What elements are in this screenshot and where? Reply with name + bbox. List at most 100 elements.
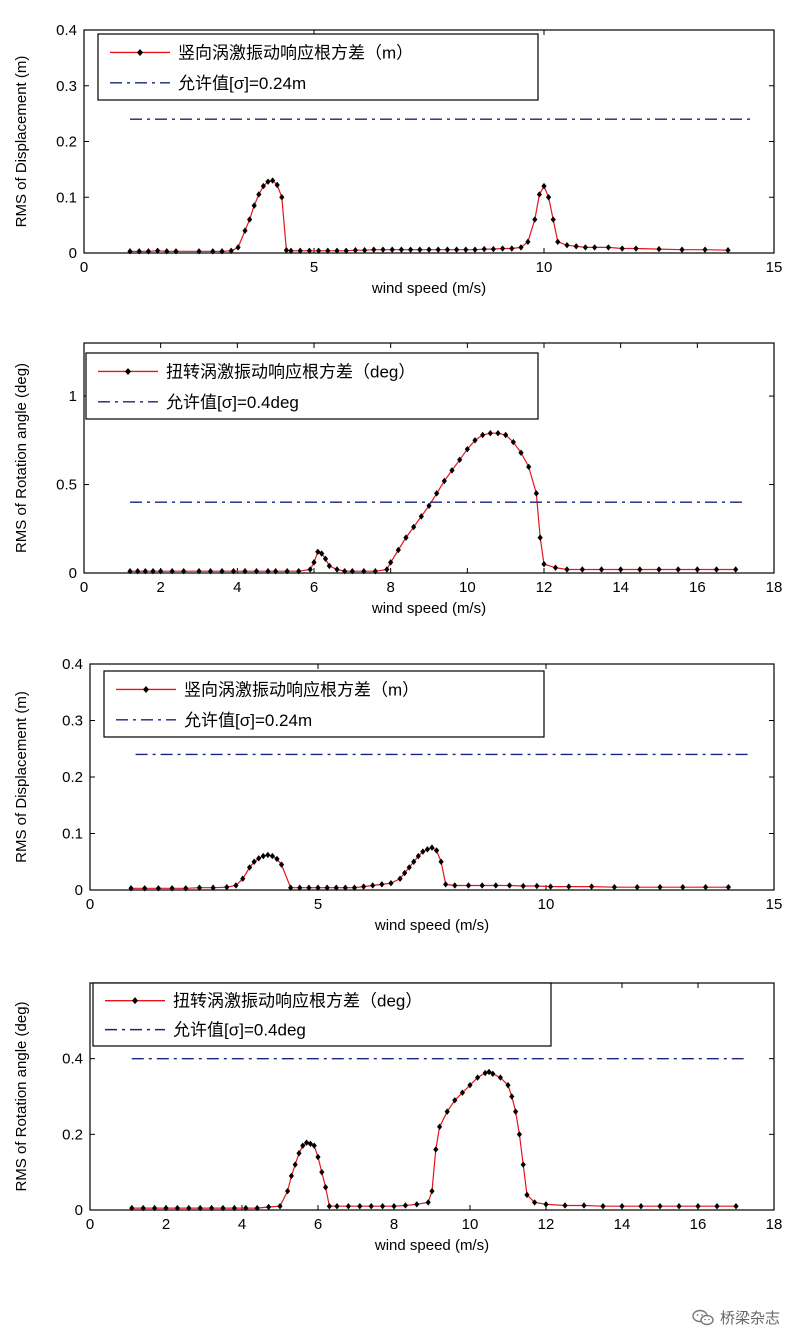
data-point bbox=[520, 882, 526, 890]
data-point bbox=[283, 247, 289, 254]
data-point bbox=[265, 178, 271, 185]
data-point bbox=[324, 884, 330, 891]
data-point bbox=[169, 885, 175, 892]
data-point bbox=[297, 884, 303, 891]
data-point bbox=[532, 216, 538, 223]
data-point bbox=[426, 246, 432, 253]
data-point bbox=[306, 247, 312, 254]
data-point bbox=[536, 191, 542, 198]
x-tick-label: 5 bbox=[314, 896, 322, 913]
data-point bbox=[219, 568, 225, 575]
x-tick-label: 16 bbox=[689, 579, 706, 596]
wechat-icon bbox=[692, 1309, 714, 1325]
data-point bbox=[694, 566, 700, 573]
data-point bbox=[493, 882, 499, 889]
y-axis-label: RMS of Displacement (m) bbox=[13, 56, 30, 228]
data-point bbox=[361, 568, 367, 575]
y-tick-label: 0 bbox=[69, 245, 77, 262]
data-point bbox=[260, 182, 266, 190]
data-point bbox=[342, 568, 348, 575]
data-point bbox=[411, 523, 417, 531]
data-point bbox=[714, 1203, 720, 1210]
data-point bbox=[510, 438, 516, 446]
data-point bbox=[605, 244, 611, 251]
legend-box bbox=[103, 670, 545, 738]
data-point bbox=[425, 1199, 431, 1206]
legend-box bbox=[97, 33, 539, 101]
data-point bbox=[564, 241, 570, 249]
data-point bbox=[457, 456, 463, 463]
x-axis-label: wind speed (m/s) bbox=[371, 280, 486, 297]
data-point bbox=[266, 1203, 272, 1211]
x-tick-label: 2 bbox=[156, 579, 164, 596]
x-axis-label: wind speed (m/s) bbox=[374, 1237, 489, 1254]
data-point bbox=[231, 1204, 237, 1212]
data-point bbox=[408, 246, 414, 253]
data-point bbox=[304, 1139, 310, 1146]
legend-entry: 允许值[σ]=0.4deg bbox=[173, 1021, 306, 1040]
x-tick-label: 10 bbox=[459, 579, 476, 596]
data-point bbox=[417, 246, 423, 253]
data-point bbox=[380, 246, 386, 253]
data-point bbox=[210, 884, 216, 891]
y-tick-label: 0.5 bbox=[56, 477, 77, 494]
data-point bbox=[127, 568, 133, 575]
data-point bbox=[633, 245, 639, 252]
data-point bbox=[142, 885, 148, 892]
data-point bbox=[552, 564, 559, 571]
data-point bbox=[634, 883, 640, 891]
data-point bbox=[196, 884, 203, 891]
data-point bbox=[174, 1204, 180, 1212]
data-point bbox=[429, 844, 435, 851]
data-point bbox=[481, 245, 487, 253]
data-point bbox=[380, 1203, 386, 1210]
data-point bbox=[342, 884, 348, 891]
data-point bbox=[424, 846, 431, 853]
data-point bbox=[210, 248, 216, 255]
data-point bbox=[398, 246, 404, 253]
data-point bbox=[254, 1204, 260, 1212]
x-tick-label: 8 bbox=[386, 579, 394, 596]
data-point bbox=[352, 247, 358, 254]
x-tick-label: 0 bbox=[80, 259, 88, 276]
data-point bbox=[164, 248, 170, 255]
data-point bbox=[637, 566, 643, 573]
data-point bbox=[487, 430, 493, 437]
data-point bbox=[611, 883, 617, 891]
watermark-text: 桥梁杂志 bbox=[719, 1309, 780, 1327]
legend-marker bbox=[143, 685, 149, 693]
data-point bbox=[676, 1203, 682, 1210]
data-point bbox=[589, 883, 595, 890]
data-point bbox=[533, 490, 539, 497]
y-tick-label: 0 bbox=[75, 1202, 83, 1219]
data-point bbox=[547, 883, 554, 890]
data-point bbox=[411, 858, 417, 865]
data-point bbox=[500, 245, 506, 252]
data-point bbox=[518, 449, 524, 456]
y-tick-label: 0 bbox=[69, 565, 77, 582]
data-point bbox=[251, 858, 257, 865]
x-tick-label: 16 bbox=[690, 1216, 707, 1233]
data-point bbox=[196, 248, 202, 255]
data-point bbox=[243, 1204, 249, 1212]
data-point bbox=[454, 246, 460, 253]
legend-entry: 扭转涡激振动响应根方差（deg） bbox=[166, 362, 415, 381]
data-point bbox=[482, 1069, 488, 1077]
data-point bbox=[163, 1204, 169, 1212]
data-point bbox=[306, 884, 312, 891]
data-point bbox=[592, 244, 598, 251]
data-point bbox=[333, 884, 339, 891]
x-tick-label: 10 bbox=[538, 896, 555, 913]
data-point bbox=[220, 1204, 226, 1212]
data-point bbox=[233, 882, 239, 889]
data-point bbox=[288, 884, 294, 891]
data-point bbox=[546, 194, 552, 201]
data-point bbox=[475, 1074, 481, 1081]
y-tick-label: 0.4 bbox=[56, 22, 77, 39]
data-point bbox=[288, 247, 294, 254]
data-point bbox=[555, 238, 561, 246]
data-point bbox=[140, 1204, 146, 1212]
data-point bbox=[426, 502, 432, 509]
data-point bbox=[433, 847, 440, 854]
